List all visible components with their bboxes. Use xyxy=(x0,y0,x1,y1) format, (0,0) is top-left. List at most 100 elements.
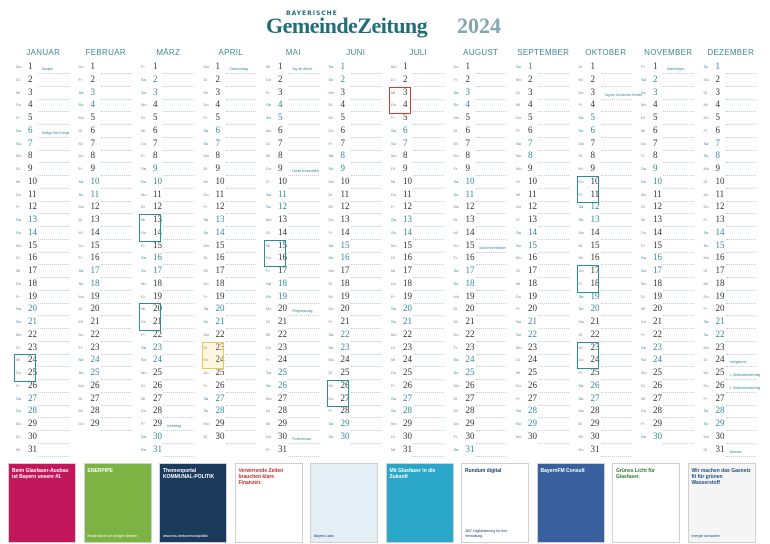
day-cell[interactable]: Do 5 xyxy=(516,112,571,126)
day-cell[interactable]: So 25 xyxy=(454,367,509,381)
day-cell[interactable]: Do 26 xyxy=(516,380,571,394)
day-cell[interactable]: Mi 20 xyxy=(141,303,196,317)
day-cell[interactable]: Di 26 xyxy=(141,380,196,394)
day-cell[interactable]: Mo 1 xyxy=(204,61,259,75)
day-cell[interactable]: Sa 8 xyxy=(329,150,384,164)
day-cell[interactable]: Di 6 xyxy=(79,125,134,139)
day-cell[interactable]: Sa 20 xyxy=(391,303,446,317)
day-cell[interactable]: Di 13 xyxy=(79,214,134,228)
event-highlight[interactable] xyxy=(576,341,599,369)
day-cell[interactable]: So 20 xyxy=(579,303,634,317)
day-cell[interactable]: Mi 25 xyxy=(516,367,571,381)
day-cell[interactable]: Do 7 xyxy=(141,138,196,152)
day-cell[interactable]: Mo 29 xyxy=(16,418,71,432)
day-cell[interactable]: Di 24 xyxy=(704,354,759,368)
day-cell[interactable]: So 27 xyxy=(579,393,634,407)
day-cell[interactable]: Mi 17 xyxy=(204,265,259,279)
day-cell[interactable]: Do 18 xyxy=(391,278,446,292)
day-cell[interactable]: Sa 13 xyxy=(391,214,446,228)
day-cell[interactable]: So 3 xyxy=(141,87,196,101)
day-cell[interactable]: Sa 9 xyxy=(641,163,696,177)
day-cell[interactable]: Fr 4 xyxy=(579,99,634,113)
day-cell[interactable]: So 16 xyxy=(329,252,384,266)
day-cell[interactable]: So 11 xyxy=(454,189,509,203)
day-cell[interactable]: Fr 21 xyxy=(329,316,384,330)
day-cell[interactable]: Do 18 xyxy=(16,278,71,292)
day-cell[interactable]: Sa 16 xyxy=(641,252,696,266)
day-cell[interactable]: So 4 xyxy=(454,99,509,113)
day-cell[interactable]: Sa 6 xyxy=(16,125,71,139)
day-cell[interactable]: Di 11 xyxy=(329,189,384,203)
day-cell[interactable]: Sa 6 xyxy=(204,125,259,139)
day-cell[interactable]: Mo 2 xyxy=(516,74,571,88)
day-cell[interactable]: Sa 31 xyxy=(454,444,509,458)
day-cell[interactable]: Mi 26 xyxy=(329,380,384,394)
day-cell[interactable]: Di 30 xyxy=(391,431,446,445)
day-cell[interactable]: Do 8 xyxy=(454,150,509,164)
day-cell[interactable]: Di 5 xyxy=(141,112,196,126)
day-cell[interactable]: Fr 5 xyxy=(391,112,446,126)
day-cell[interactable]: Di 16 xyxy=(391,252,446,266)
day-cell[interactable]: So 2 xyxy=(329,74,384,88)
event-highlight[interactable] xyxy=(201,341,224,369)
day-cell[interactable]: Sa 21 xyxy=(516,316,571,330)
day-cell[interactable]: Do 15 xyxy=(454,240,509,254)
day-cell[interactable]: Mo 8 xyxy=(16,150,71,164)
day-cell[interactable]: Di 31 xyxy=(704,444,759,458)
day-cell[interactable]: Mo 27 xyxy=(266,393,321,407)
day-cell[interactable]: Di 9 xyxy=(204,163,259,177)
day-cell[interactable]: So 7 xyxy=(391,138,446,152)
day-cell[interactable]: Fr 23 xyxy=(454,342,509,356)
day-cell[interactable]: Sa 26 xyxy=(579,380,634,394)
day-cell[interactable]: Sa 7 xyxy=(704,138,759,152)
day-cell[interactable]: Di 27 xyxy=(79,393,134,407)
day-cell[interactable]: Sa 15 xyxy=(329,240,384,254)
day-cell[interactable]: So 10 xyxy=(141,176,196,190)
day-cell[interactable]: Do 3 xyxy=(579,87,634,101)
day-cell[interactable]: Sa 14 xyxy=(704,227,759,241)
day-cell[interactable]: So 15 xyxy=(516,240,571,254)
day-cell[interactable]: Sa 13 xyxy=(204,214,259,228)
day-cell[interactable]: Fr 5 xyxy=(16,112,71,126)
day-cell[interactable]: Mi 3 xyxy=(391,87,446,101)
day-cell[interactable]: Do 30 xyxy=(266,431,321,445)
day-cell[interactable]: Mi 24 xyxy=(16,354,71,368)
day-cell[interactable]: Di 12 xyxy=(141,201,196,215)
day-cell[interactable]: Mo 30 xyxy=(704,431,759,445)
day-cell[interactable]: So 30 xyxy=(329,431,384,445)
day-cell[interactable]: Mi 28 xyxy=(79,405,134,419)
day-cell[interactable]: Mi 24 xyxy=(391,354,446,368)
day-cell[interactable]: Fr 11 xyxy=(579,189,634,203)
day-cell[interactable]: Di 30 xyxy=(204,431,259,445)
day-cell[interactable]: Di 10 xyxy=(704,176,759,190)
day-cell[interactable]: Fr 31 xyxy=(266,444,321,458)
day-cell[interactable]: Mi 7 xyxy=(79,138,134,152)
day-cell[interactable]: Do 4 xyxy=(16,99,71,113)
day-cell[interactable]: Sa 24 xyxy=(454,354,509,368)
day-cell[interactable]: Sa 14 xyxy=(516,227,571,241)
day-cell[interactable]: Mi 17 xyxy=(391,265,446,279)
day-cell[interactable]: Fr 20 xyxy=(704,303,759,317)
day-cell[interactable]: Fr 6 xyxy=(704,125,759,139)
day-cell[interactable]: Mi 10 xyxy=(391,176,446,190)
day-cell[interactable]: So 22 xyxy=(704,329,759,343)
day-cell[interactable]: Mo 12 xyxy=(79,201,134,215)
day-cell[interactable]: Di 16 xyxy=(204,252,259,266)
day-cell[interactable]: Fr 1 xyxy=(141,61,196,75)
day-cell[interactable]: Fr 12 xyxy=(391,201,446,215)
sponsor-ad[interactable]: Beim Glasfaser-Ausbau ist Bayern unsere … xyxy=(8,463,76,543)
day-cell[interactable]: Fr 16 xyxy=(454,252,509,266)
day-cell[interactable]: Do 26 xyxy=(704,380,759,394)
day-cell[interactable]: Do 19 xyxy=(704,291,759,305)
day-cell[interactable]: Mo 26 xyxy=(454,380,509,394)
day-cell[interactable]: Di 22 xyxy=(579,329,634,343)
day-cell[interactable]: So 24 xyxy=(641,354,696,368)
day-cell[interactable]: Sa 4 xyxy=(266,99,321,113)
day-cell[interactable]: Sa 1 xyxy=(329,61,384,75)
day-cell[interactable]: Mo 2 xyxy=(704,74,759,88)
day-cell[interactable]: Mi 12 xyxy=(329,201,384,215)
day-cell[interactable]: Mi 14 xyxy=(79,227,134,241)
day-cell[interactable]: Di 15 xyxy=(579,240,634,254)
day-cell[interactable]: Mo 15 xyxy=(16,240,71,254)
day-cell[interactable]: Mo 6 xyxy=(266,125,321,139)
